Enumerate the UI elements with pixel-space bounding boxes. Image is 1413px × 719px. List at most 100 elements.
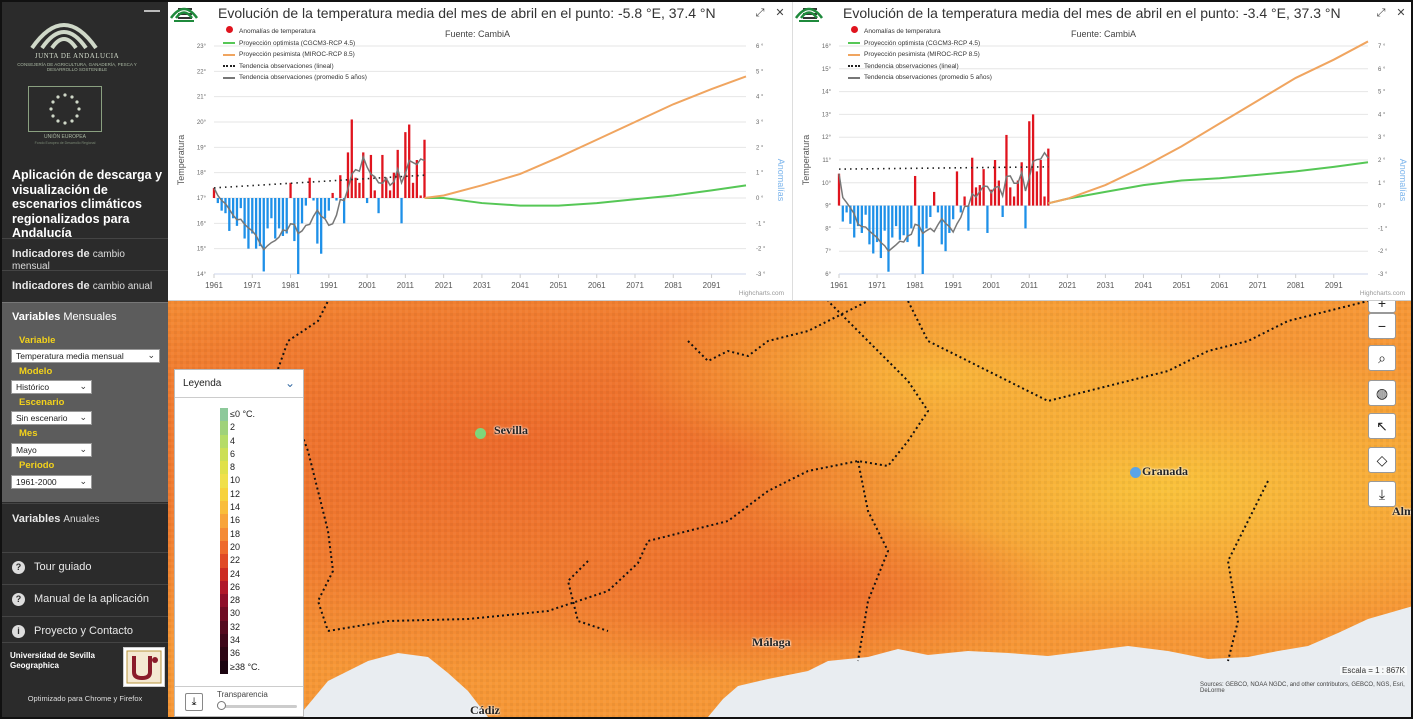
legend-item-lineal[interactable]: Tendencia observaciones (lineal) (848, 61, 992, 73)
legend-value: 24 (230, 568, 241, 579)
chevron-down-icon: ⌄ (79, 381, 87, 391)
anomaly-bar (963, 196, 966, 206)
granada-marker[interactable] (1130, 467, 1141, 478)
anomaly-bar (293, 198, 296, 242)
mes-select[interactable]: Mayo ⌄ (11, 443, 92, 457)
periodo-select[interactable]: 1961-2000 ⌄ (11, 475, 92, 489)
anomaly-bar (845, 205, 848, 213)
legend-swatch (220, 474, 228, 488)
legend-item-promedio[interactable]: Tendencia observaciones (promedio 5 años… (223, 72, 367, 84)
y-right-tick-label: -2 ° (1378, 249, 1388, 255)
zoom-in-button[interactable]: + (1368, 301, 1396, 313)
city-label-almeria: Alm (1392, 504, 1413, 518)
legend-swatch (220, 408, 228, 422)
variable-select[interactable]: Temperatura media mensual ⌄ (11, 349, 160, 363)
legend-label: Tendencia observaciones (promedio 5 años… (864, 74, 992, 81)
sevilla-marker[interactable] (475, 428, 486, 439)
anomaly-bar (1035, 171, 1039, 206)
anomaly-bar (872, 205, 875, 254)
legend-download-button[interactable]: ⤓ (185, 693, 203, 711)
y-left-tick-label: 16° (197, 221, 207, 227)
zoom-box-icon[interactable]: ⌕ (1368, 345, 1396, 371)
y-left-tick-label: 9° (825, 204, 831, 210)
anomaly-bar (300, 198, 304, 224)
legend-item-pesimista[interactable]: Proyección pesimista (MIROC-RCP 8.5) (848, 49, 992, 61)
chevron-down-icon: ⌄ (79, 444, 87, 454)
highcharts-credit[interactable]: Highcharts.com (738, 290, 784, 297)
anomaly-bar (902, 205, 905, 236)
x-tick-label: 1991 (320, 281, 338, 290)
collapse-sidebar-button[interactable] (144, 10, 160, 12)
legend-item: 24 (220, 567, 300, 581)
legend-footer: ⤓ Transparencia (175, 686, 303, 717)
line-icon (223, 53, 235, 56)
info-pointer-icon[interactable]: ↖ (1368, 413, 1396, 439)
anomaly-bar (887, 205, 890, 272)
legend-header[interactable]: Leyenda ⌄ (175, 370, 303, 398)
chart-legend: Anomalías de temperatura Proyección opti… (223, 26, 367, 84)
y-left-tick-label: 20° (197, 120, 207, 126)
anomaly-bar (879, 205, 883, 259)
modelo-select[interactable]: Histórico ⌄ (11, 380, 92, 394)
mes-label: Mes (19, 428, 38, 439)
transparency-slider[interactable] (217, 705, 297, 708)
variable-label: Variable (19, 335, 56, 346)
x-tick-label: 2031 (1097, 281, 1115, 290)
panel-title-strong: Variables (12, 311, 61, 323)
legend-item-anomalias[interactable]: Anomalías de temperatura (223, 26, 367, 38)
x-tick-label: 1961 (205, 281, 223, 290)
legend-label: Proyección optimista (CGCM3-RCP 4.5) (239, 39, 356, 47)
legend-item-optimista[interactable]: Proyección optimista (CGCM3-RCP 4.5) (848, 38, 992, 50)
menu-variables-anuales[interactable]: Variables Anuales (2, 503, 168, 535)
eraser-icon[interactable]: ◇ (1368, 447, 1396, 473)
x-tick-label: 2081 (1287, 281, 1305, 290)
tour-guiado-link[interactable]: ? Tour guiado (2, 552, 168, 582)
download-icon[interactable]: ⤓ (1368, 481, 1396, 507)
legend-value: 30 (230, 608, 241, 619)
legend-item-optimista[interactable]: Proyección optimista (CGCM3-RCP 4.5) (223, 38, 367, 50)
menu-indicadores-cambio-mensual[interactable]: Indicadores de cambio mensual (2, 238, 168, 272)
manual-link[interactable]: ? Manual de la aplicación (2, 584, 168, 614)
y-left-tick-label: 13° (822, 112, 832, 118)
zoom-out-button[interactable]: − (1368, 313, 1396, 339)
question-icon: ? (12, 561, 25, 574)
close-icon[interactable]: ✕ (1396, 7, 1406, 19)
anomaly-bar (1024, 205, 1027, 229)
transparency-slider-thumb[interactable] (217, 701, 226, 710)
globe-icon[interactable]: ◍ (1368, 380, 1396, 406)
menu-indicadores-cambio-anual[interactable]: Indicadores de cambio anual (2, 270, 168, 300)
y-right-tick-label: 3 ° (756, 120, 764, 126)
tour-label: Tour guiado (34, 561, 92, 573)
highcharts-credit[interactable]: Highcharts.com (1359, 290, 1405, 297)
y-right-tick-label: 5 ° (756, 69, 764, 75)
trend-linear-line (213, 174, 425, 189)
legend-item-pesimista[interactable]: Proyección pesimista (MIROC-RCP 8.5) (223, 49, 367, 61)
legend-item-lineal[interactable]: Tendencia observaciones (lineal) (223, 61, 367, 73)
escenario-select-value: Sin escenario (16, 413, 68, 423)
legend-value: 26 (230, 581, 241, 592)
trend-linear-line (838, 166, 1049, 170)
y-left-tick-label: 7° (825, 249, 831, 255)
expand-icon[interactable]: ⤢ (1376, 7, 1386, 19)
legend-item-anomalias[interactable]: Anomalías de temperatura (848, 26, 992, 38)
y-left-tick-label: 17° (197, 196, 207, 202)
anomaly-bar (281, 198, 285, 236)
expand-icon[interactable]: ⤢ (755, 7, 765, 19)
legend-item-promedio[interactable]: Tendencia observaciones (promedio 5 años… (848, 72, 992, 84)
map-view[interactable]: Sevilla Granada Málaga Cádiz Alm + − ⌕ ◍… (168, 301, 1413, 717)
y-right-tick-label: 0 ° (756, 196, 764, 202)
legend-item: 22 (220, 554, 300, 568)
app-title: Aplicación de descarga y visualización d… (12, 168, 163, 240)
legend-swatch (220, 501, 228, 515)
legend-value: 20 (230, 541, 241, 552)
temperature-map-canvas (168, 301, 1411, 717)
variables-mensuales-header[interactable]: Variables Mensuales (12, 311, 117, 323)
anomaly-bar (997, 180, 1000, 206)
anomaly-bar (335, 198, 338, 201)
escenario-select[interactable]: Sin escenario ⌄ (11, 411, 92, 425)
contacto-link[interactable]: i Proyecto y Contacto (2, 616, 168, 646)
close-icon[interactable]: ✕ (775, 7, 785, 19)
anomaly-bar (423, 139, 426, 198)
y-right-tick-label: 2 ° (756, 145, 764, 151)
anomaly-bar (243, 198, 246, 239)
